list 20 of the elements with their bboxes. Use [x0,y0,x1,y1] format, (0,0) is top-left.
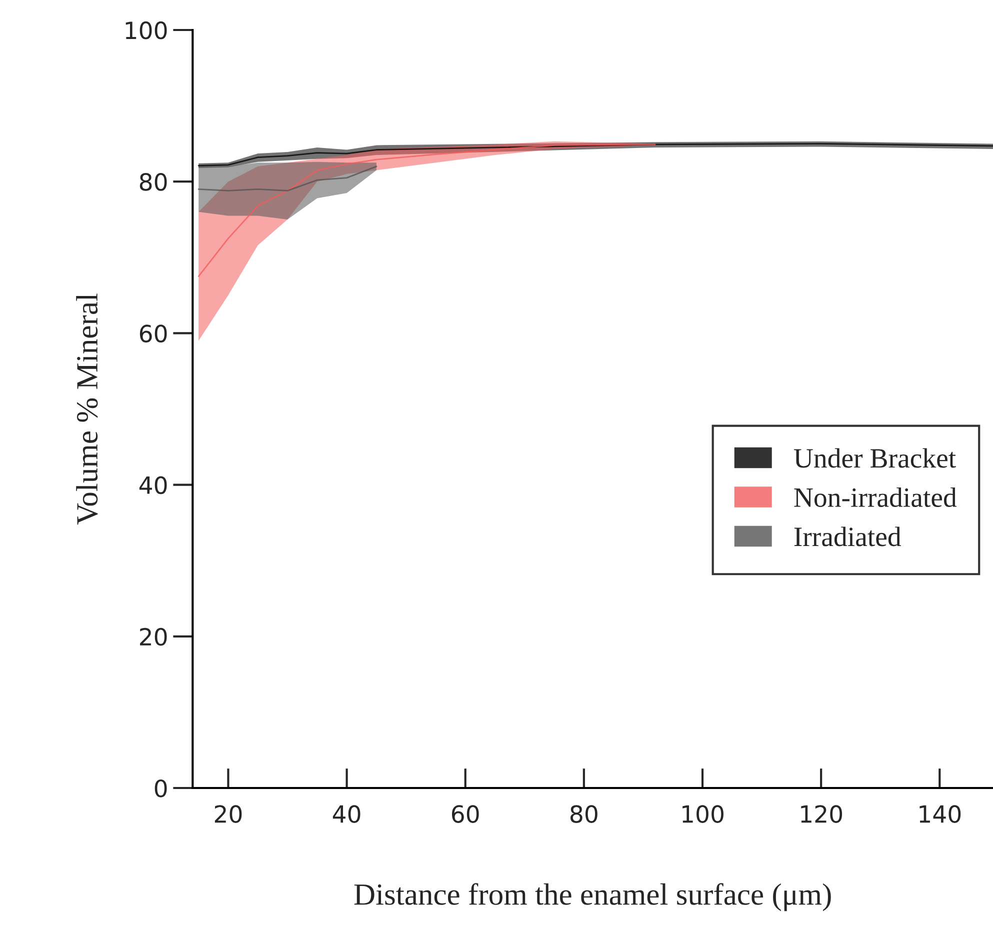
line-series [198,144,656,278]
y-tick-label: 40 [139,476,167,494]
legend-label: Non-irradiated [794,487,957,507]
y-tick-label: 20 [140,628,167,646]
x-tick-label: 60 [452,805,479,823]
line-series [198,166,378,192]
y-axis-title: Volume % Mineral [76,294,98,525]
x-tick-label: 20 [214,805,242,823]
y-tick-label: 60 [140,324,167,343]
x-tick-label: 120 [801,805,842,823]
x-tick-label: 140 [920,805,961,823]
x-tick-label: 40 [332,805,360,823]
x-axis-title: Distance from the enamel surface (μm) [354,883,831,912]
y-tick-label: 100 [126,21,167,40]
x-tick-label: 100 [682,805,724,823]
legend-label: Irradiated [794,526,901,546]
y-tick-label: 0 [154,779,167,798]
x-tick-label: 80 [570,805,598,823]
legend-label: Under Bracket [794,448,956,468]
y-tick-label: 80 [140,173,167,191]
